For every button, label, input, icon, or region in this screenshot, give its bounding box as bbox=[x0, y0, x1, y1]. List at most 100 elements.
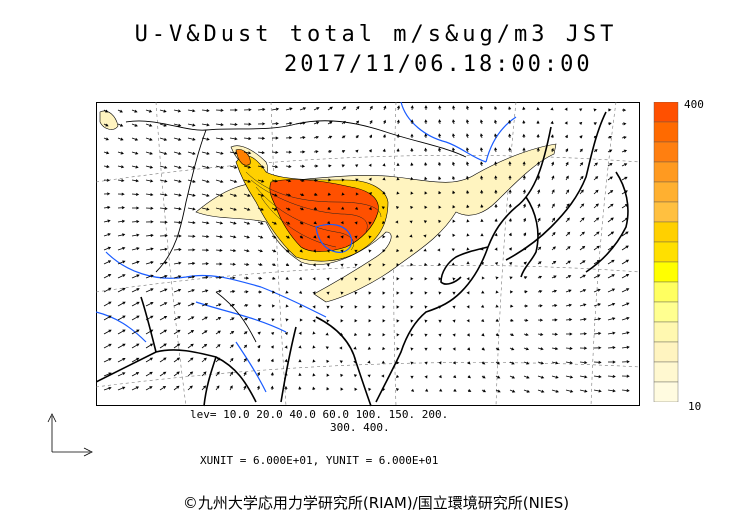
wind-arrow bbox=[117, 287, 126, 293]
wind-arrow bbox=[173, 137, 182, 141]
wind-arrow bbox=[621, 245, 629, 251]
wind-arrow bbox=[299, 164, 306, 168]
wind-arrow bbox=[382, 163, 386, 167]
wind-arrow bbox=[353, 346, 357, 350]
map-frame bbox=[96, 102, 640, 406]
wind-arrow bbox=[215, 179, 224, 183]
wind-arrow bbox=[173, 109, 182, 113]
wind-arrow bbox=[201, 289, 209, 293]
colorbar-swatch bbox=[653, 301, 679, 323]
wind-arrow bbox=[145, 371, 153, 377]
wind-arrow bbox=[523, 203, 526, 209]
wind-arrow bbox=[607, 203, 614, 209]
wind-arrow bbox=[465, 147, 469, 153]
wind-arrow bbox=[285, 304, 289, 308]
wind-arrow bbox=[215, 303, 222, 307]
wind-arrow bbox=[339, 332, 343, 336]
wind-arrow bbox=[187, 234, 196, 238]
wind-arrow bbox=[271, 331, 275, 336]
wind-arrow bbox=[368, 207, 372, 211]
wind-arrow bbox=[593, 346, 602, 350]
wind-arrow bbox=[480, 175, 484, 181]
wind-arrow bbox=[494, 175, 498, 181]
wind-arrow bbox=[355, 149, 359, 153]
wind-arrow bbox=[579, 360, 588, 365]
colorbar-min-label: 10 bbox=[688, 400, 702, 413]
colorbar-swatch bbox=[653, 381, 679, 402]
wind-arrow bbox=[354, 387, 358, 391]
wind-arrow bbox=[145, 109, 153, 113]
wind-arrow bbox=[621, 203, 629, 209]
wind-arrow bbox=[215, 165, 224, 169]
wind-arrow bbox=[382, 333, 386, 337]
wind-arrow bbox=[369, 134, 372, 139]
wind-arrow bbox=[131, 274, 140, 279]
wind-arrow bbox=[579, 332, 588, 336]
wind-arrow bbox=[215, 262, 223, 266]
wind-arrow bbox=[410, 388, 415, 392]
wind-arrow bbox=[621, 217, 629, 223]
wind-arrow bbox=[593, 176, 599, 181]
wind-arrow bbox=[103, 301, 112, 307]
wind-arrow bbox=[607, 374, 616, 378]
wind-arrow bbox=[579, 148, 583, 153]
colorbar-swatch bbox=[653, 361, 679, 383]
wind-arrow bbox=[410, 291, 414, 295]
wind-arrow bbox=[565, 275, 572, 279]
wind-arrow bbox=[201, 248, 210, 252]
wind-arrow bbox=[368, 221, 372, 225]
wind-arrow bbox=[424, 105, 428, 111]
wind-arrow bbox=[159, 220, 168, 224]
wind-arrow bbox=[607, 176, 613, 181]
wind-arrow bbox=[173, 302, 182, 307]
wind-arrow bbox=[145, 386, 153, 391]
wind-arrow bbox=[523, 290, 528, 294]
wind-arrow bbox=[355, 106, 360, 111]
wind-arrow bbox=[383, 105, 387, 111]
wind-arrow bbox=[299, 107, 307, 111]
wind-arrow bbox=[410, 162, 414, 167]
wind-arrow bbox=[117, 386, 126, 391]
wind-arrow bbox=[481, 276, 485, 280]
wind-arrow bbox=[131, 233, 140, 237]
wind-arrow bbox=[187, 109, 196, 113]
wind-arrow bbox=[159, 288, 168, 293]
wind-arrow bbox=[131, 247, 140, 251]
wind-arrow bbox=[565, 346, 573, 350]
wind-arrow bbox=[494, 203, 498, 209]
wind-arrow bbox=[508, 175, 512, 181]
colorbar-swatch bbox=[653, 201, 679, 223]
wind-arrow bbox=[396, 248, 400, 253]
wind-arrow bbox=[467, 347, 471, 351]
wind-arrow bbox=[579, 217, 585, 223]
wind-arrow bbox=[173, 275, 182, 279]
wind-arrow bbox=[466, 119, 470, 125]
wind-arrow bbox=[621, 345, 630, 349]
wind-arrow bbox=[131, 329, 140, 335]
wind-arrow bbox=[424, 119, 428, 125]
wind-arrow bbox=[424, 262, 428, 267]
wind-arrow bbox=[243, 358, 247, 363]
wind-arrow bbox=[285, 121, 293, 125]
wind-arrow bbox=[340, 319, 344, 323]
colorbar-max-label: 400 bbox=[684, 98, 704, 111]
wind-arrow bbox=[452, 319, 456, 323]
wind-arrow bbox=[201, 275, 209, 279]
wind-arrow bbox=[145, 247, 154, 251]
wind-arrow bbox=[257, 263, 263, 267]
wind-arrow bbox=[593, 122, 598, 126]
wind-arrow bbox=[354, 319, 358, 323]
wind-arrow bbox=[327, 106, 333, 111]
wind-arrow bbox=[145, 302, 154, 307]
wind-arrow bbox=[508, 133, 512, 139]
wind-arrow bbox=[229, 371, 234, 377]
wind-arrow bbox=[579, 231, 585, 237]
wind-arrow bbox=[551, 289, 558, 293]
wind-arrow bbox=[550, 147, 554, 153]
wind-arrow bbox=[395, 374, 400, 378]
wind-arrow bbox=[341, 106, 347, 111]
wind-arrow bbox=[270, 385, 274, 391]
wind-arrow bbox=[187, 289, 195, 293]
wind-arrow bbox=[326, 305, 330, 309]
wind-arrow bbox=[368, 249, 372, 253]
